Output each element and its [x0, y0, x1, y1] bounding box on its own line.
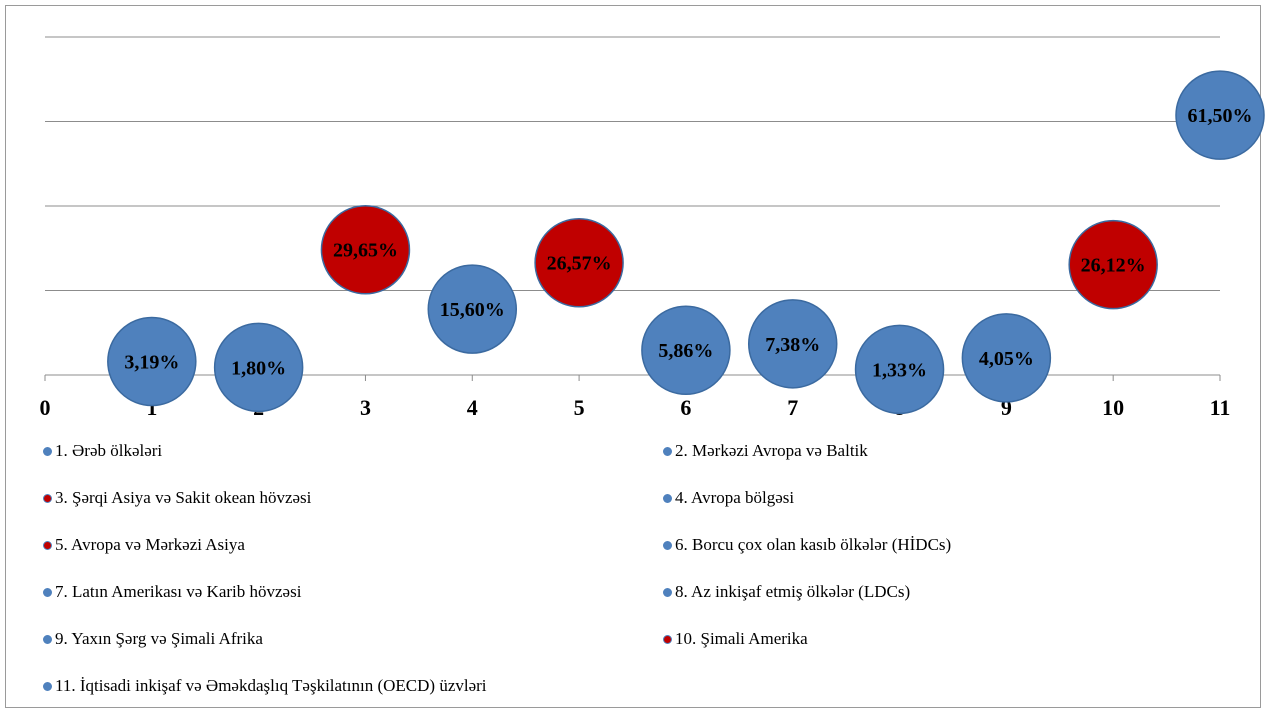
bubble-point [320, 204, 411, 295]
x-tick-label: 3 [360, 395, 371, 420]
bubble-point [641, 305, 731, 395]
data-label: 3,19% [124, 352, 179, 374]
x-tick-label: 4 [467, 395, 478, 420]
bubble-point [1068, 219, 1158, 310]
data-label: 29,65% [333, 240, 398, 262]
bubble-point [107, 316, 197, 407]
bubble-point [213, 322, 304, 413]
x-tick-label: 1 [146, 395, 157, 420]
data-label: 4,05% [979, 348, 1034, 370]
data-label: 7,38% [765, 334, 820, 356]
bubble-point [747, 299, 838, 389]
data-label: 1,33% [872, 359, 927, 381]
bubble-point [427, 264, 518, 354]
chart-frame [5, 5, 1261, 708]
x-tick-label: 10 [1102, 395, 1124, 420]
data-label: 26,12% [1081, 255, 1146, 277]
data-label: 15,60% [440, 299, 505, 321]
x-tick-label: 11 [1210, 395, 1231, 420]
x-tick-label: 7 [787, 395, 798, 420]
data-label: 1,80% [231, 357, 286, 379]
x-tick-label: 9 [1001, 395, 1012, 420]
data-label: 61,50% [1188, 105, 1253, 127]
x-tick-label: 5 [574, 395, 585, 420]
data-label: 26,57% [547, 253, 612, 275]
x-tick-label: 0 [40, 395, 51, 420]
data-label: 5,86% [658, 340, 713, 362]
bubble-point [854, 324, 945, 415]
bubble-point [961, 313, 1052, 403]
x-tick-label: 6 [680, 395, 691, 420]
bubble-point [534, 217, 624, 308]
bubble-point [1175, 70, 1265, 160]
